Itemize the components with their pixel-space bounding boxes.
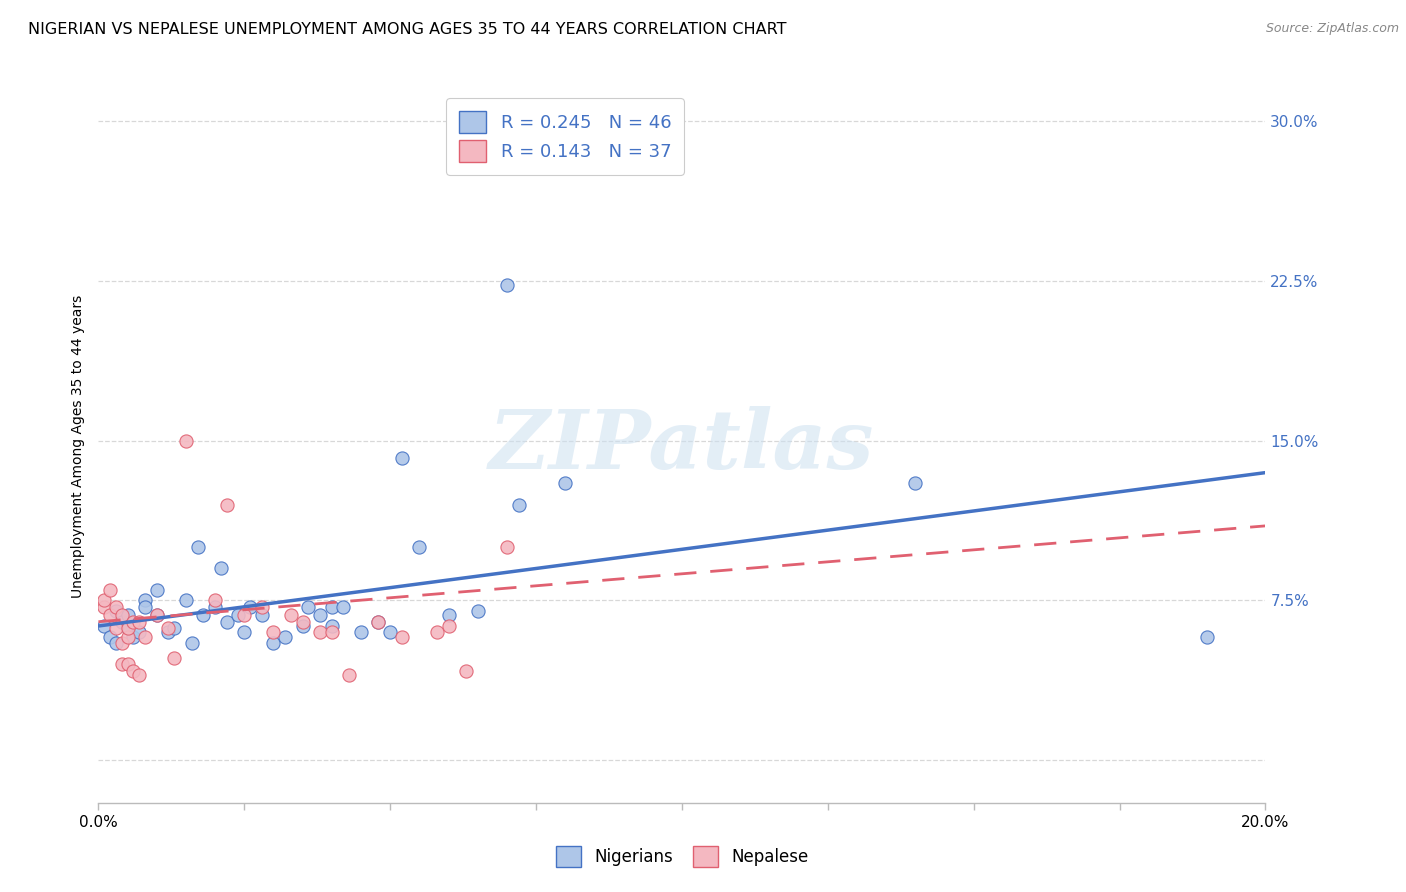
- Point: [174, 593, 197, 607]
- Point: [104, 621, 127, 635]
- Point: [163, 621, 186, 635]
- Point: [111, 636, 134, 650]
- Point: [262, 625, 284, 640]
- Point: [391, 630, 413, 644]
- Point: [291, 615, 314, 629]
- Point: [454, 664, 477, 678]
- Point: [367, 615, 389, 629]
- Point: [146, 608, 169, 623]
- Point: [215, 615, 238, 629]
- Point: [122, 664, 145, 678]
- Point: [426, 625, 449, 640]
- Point: [117, 621, 139, 635]
- Point: [128, 668, 150, 682]
- Point: [262, 636, 284, 650]
- Point: [228, 608, 250, 623]
- Point: [215, 498, 238, 512]
- Point: [122, 615, 145, 629]
- Point: [391, 450, 413, 465]
- Point: [378, 625, 402, 640]
- Y-axis label: Unemployment Among Ages 35 to 44 years: Unemployment Among Ages 35 to 44 years: [70, 294, 84, 598]
- Point: [93, 619, 115, 633]
- Point: [134, 593, 156, 607]
- Point: [122, 630, 145, 644]
- Point: [437, 608, 460, 623]
- Point: [233, 608, 256, 623]
- Point: [117, 657, 139, 672]
- Point: [367, 615, 389, 629]
- Point: [321, 619, 343, 633]
- Text: ZIPatlas: ZIPatlas: [489, 406, 875, 486]
- Point: [274, 630, 297, 644]
- Point: [193, 608, 215, 623]
- Point: [204, 593, 226, 607]
- Point: [98, 608, 121, 623]
- Point: [408, 540, 430, 554]
- Point: [337, 668, 360, 682]
- Point: [204, 599, 226, 614]
- Point: [104, 636, 127, 650]
- Text: Source: ZipAtlas.com: Source: ZipAtlas.com: [1265, 22, 1399, 36]
- Point: [111, 615, 134, 629]
- Point: [93, 593, 115, 607]
- Point: [437, 619, 460, 633]
- Point: [134, 630, 156, 644]
- Point: [280, 608, 302, 623]
- Point: [554, 476, 576, 491]
- Point: [239, 599, 262, 614]
- Point: [146, 582, 169, 597]
- Point: [233, 625, 256, 640]
- Point: [332, 599, 354, 614]
- Point: [321, 599, 343, 614]
- Point: [98, 630, 121, 644]
- Point: [134, 599, 156, 614]
- Point: [111, 608, 134, 623]
- Point: [904, 476, 927, 491]
- Point: [321, 625, 343, 640]
- Point: [309, 608, 332, 623]
- Point: [117, 608, 139, 623]
- Point: [350, 625, 373, 640]
- Point: [104, 599, 127, 614]
- Point: [250, 608, 273, 623]
- Point: [163, 651, 186, 665]
- Point: [467, 604, 489, 618]
- Point: [309, 625, 332, 640]
- Point: [111, 657, 134, 672]
- Point: [157, 621, 180, 635]
- Point: [180, 636, 202, 650]
- Point: [93, 599, 115, 614]
- Point: [104, 604, 127, 618]
- Point: [117, 630, 139, 644]
- Point: [297, 599, 319, 614]
- Point: [146, 608, 169, 623]
- Point: [250, 599, 273, 614]
- Point: [98, 582, 121, 597]
- Point: [157, 625, 180, 640]
- Point: [117, 621, 139, 635]
- Point: [495, 540, 517, 554]
- Point: [128, 625, 150, 640]
- Point: [187, 540, 209, 554]
- Point: [1195, 630, 1218, 644]
- Point: [508, 498, 530, 512]
- Point: [291, 619, 314, 633]
- Point: [495, 278, 517, 293]
- Point: [174, 434, 197, 448]
- Point: [209, 561, 232, 575]
- Legend: Nigerians, Nepalese: Nigerians, Nepalese: [546, 836, 818, 877]
- Text: NIGERIAN VS NEPALESE UNEMPLOYMENT AMONG AGES 35 TO 44 YEARS CORRELATION CHART: NIGERIAN VS NEPALESE UNEMPLOYMENT AMONG …: [28, 22, 786, 37]
- Point: [128, 615, 150, 629]
